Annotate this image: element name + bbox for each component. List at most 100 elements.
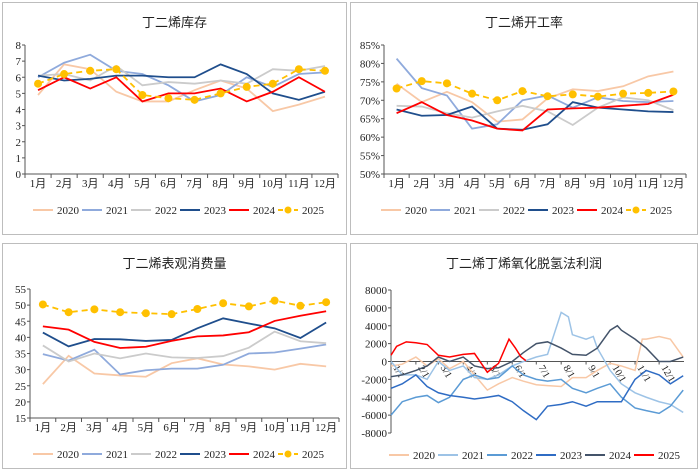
series-line-2024	[390, 324, 684, 378]
data-point-2025	[493, 96, 502, 105]
legend-label: 2022	[503, 205, 525, 217]
y-tick-label: 65%	[360, 114, 380, 126]
chart-title: 丁二烯表观消费量	[122, 257, 227, 272]
data-point-2025	[244, 302, 253, 311]
x-tick-label: 12月	[314, 178, 336, 190]
x-tick-label: 12月	[315, 422, 337, 434]
legend-label: 2021	[454, 205, 476, 217]
consumption-chart: 丁二烯表观消费量 15 20 25 30 35 40 45 50 55 1月 2月 3月 4月 5月 6月 7…	[2, 243, 347, 469]
y-tick-label: 45	[15, 316, 27, 328]
x-tick-label: 8月	[215, 422, 232, 434]
x-tick-label: 1月	[388, 178, 405, 190]
y-tick-label: 3	[16, 121, 22, 133]
y-tick-label: 85%	[360, 40, 380, 52]
x-tick-label: 1月	[30, 178, 47, 190]
data-point-2025	[296, 301, 305, 310]
data-point-2025	[320, 66, 329, 75]
y-tick-label: 60%	[360, 132, 380, 144]
legend-label: 2024	[253, 449, 276, 461]
legend-label: 2020	[57, 205, 80, 217]
data-point-2025	[219, 299, 228, 308]
data-point-2025	[116, 308, 125, 317]
data-point-2025	[322, 298, 331, 307]
y-tick-label: 5	[16, 88, 22, 100]
legend-label: 2022	[511, 450, 533, 462]
x-tick-label: 3月	[439, 178, 456, 190]
series-line-2020	[396, 70, 674, 123]
chart-title: 丁二烯开工率	[484, 16, 563, 31]
x-tick-label: 7月	[189, 422, 206, 434]
legend-label: 2024	[253, 205, 276, 217]
data-point-2025	[417, 77, 426, 86]
x-tick-label: 8月	[212, 178, 229, 190]
series-line-2025	[37, 68, 326, 101]
data-point-2025	[619, 89, 628, 98]
x-tick-label: 3月	[82, 178, 99, 190]
x-tick-label: 7月	[186, 178, 203, 190]
legend-label: 2021	[462, 450, 484, 462]
legend-label: 2025	[650, 205, 673, 217]
legend-marker-2025	[284, 450, 292, 458]
y-tick-label: -8000	[361, 428, 387, 440]
x-tick-label: 11月	[288, 178, 310, 190]
y-tick-label: 8000	[365, 285, 388, 297]
y-tick-label: 70%	[360, 95, 380, 107]
y-tick-label: 75%	[360, 77, 380, 89]
x-tick-label: 9月	[241, 422, 258, 434]
x-tick-label: 11/1	[634, 364, 652, 385]
data-point-2025	[268, 79, 277, 88]
y-tick-label: -6000	[361, 410, 387, 422]
y-tick-label: 8	[16, 40, 22, 52]
y-tick-label: 7	[16, 56, 22, 68]
legend-label: 2024	[601, 205, 624, 217]
x-tick-label: 5月	[489, 178, 506, 190]
y-tick-label: 2000	[365, 339, 388, 351]
legend-label: 2021	[106, 205, 128, 217]
series-line-2024	[37, 76, 326, 103]
series-line-2024	[396, 93, 674, 132]
data-point-2025	[442, 79, 451, 88]
x-tick-label: 8月	[565, 178, 582, 190]
x-tick-label: 10月	[612, 178, 634, 190]
y-tick-label: 0	[382, 357, 388, 369]
y-tick-label: 6	[16, 72, 22, 84]
series-line-2021	[390, 311, 684, 414]
chart-title: 丁二烯丁烯氧化脱氢法利润	[445, 257, 602, 272]
legend-label: 2020	[405, 205, 428, 217]
series-line-2020	[42, 354, 327, 385]
x-tick-label: 12月	[662, 178, 684, 190]
legend-label: 2020	[413, 450, 436, 462]
x-tick-label: 11月	[637, 178, 659, 190]
inventory-plot: 0 1 2 3 4 5 6 7 8 1月 2月 3月 4月 5月 6月 7月 8月 9月 10月 11月 12月 2020…	[16, 40, 339, 217]
legend-marker-2025	[632, 206, 640, 214]
y-tick-label: 35	[15, 349, 27, 361]
y-tick-label: 40	[15, 332, 27, 344]
legend-label: 2025	[302, 449, 325, 461]
data-point-2025	[593, 92, 602, 101]
x-tick-label: 1月	[35, 422, 52, 434]
data-point-2025	[190, 95, 199, 104]
y-tick-label: 30	[15, 365, 27, 377]
x-tick-label: 9/1	[585, 364, 601, 381]
data-point-2025	[669, 87, 678, 96]
x-tick-label: 2月	[414, 178, 431, 190]
x-tick-label: 5月	[138, 422, 155, 434]
data-point-2025	[38, 300, 47, 309]
operating-rate-chart: 丁二烯开工率 50% 55% 60% 65% 70% 75% 80% 85% 1月 2月 3月 4月 5…	[350, 2, 698, 235]
data-point-2025	[468, 89, 477, 98]
y-tick-label: 55	[15, 284, 27, 296]
x-tick-label: 4月	[112, 422, 129, 434]
y-tick-label: -4000	[361, 392, 387, 404]
data-point-2025	[112, 65, 121, 74]
series-line-2025	[396, 80, 674, 102]
series-line-2025	[42, 299, 327, 316]
series-line-2025	[390, 337, 527, 374]
y-tick-label: 4	[16, 105, 22, 117]
data-point-2025	[193, 304, 202, 313]
y-tick-label: 1	[16, 153, 22, 165]
legend-label: 2025	[302, 205, 325, 217]
data-point-2025	[86, 66, 95, 75]
data-point-2025	[64, 308, 73, 317]
data-point-2025	[568, 90, 577, 99]
x-tick-label: 7月	[539, 178, 556, 190]
